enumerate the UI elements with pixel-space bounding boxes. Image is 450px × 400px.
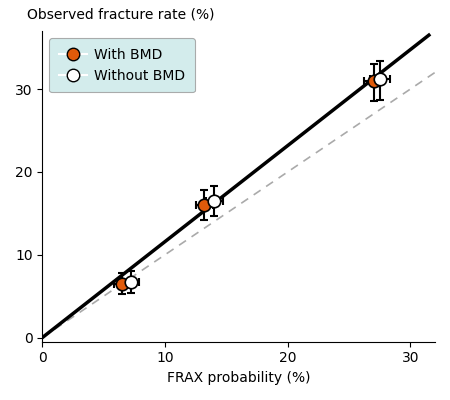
Point [201, 202, 208, 208]
Legend: With BMD, Without BMD: With BMD, Without BMD [50, 38, 194, 92]
Point [370, 78, 377, 84]
Point [118, 280, 126, 287]
Point [376, 76, 383, 82]
Text: Observed fracture rate (%): Observed fracture rate (%) [27, 8, 215, 22]
Point [127, 279, 134, 285]
Point [211, 198, 218, 204]
X-axis label: FRAX probability (%): FRAX probability (%) [167, 371, 310, 385]
